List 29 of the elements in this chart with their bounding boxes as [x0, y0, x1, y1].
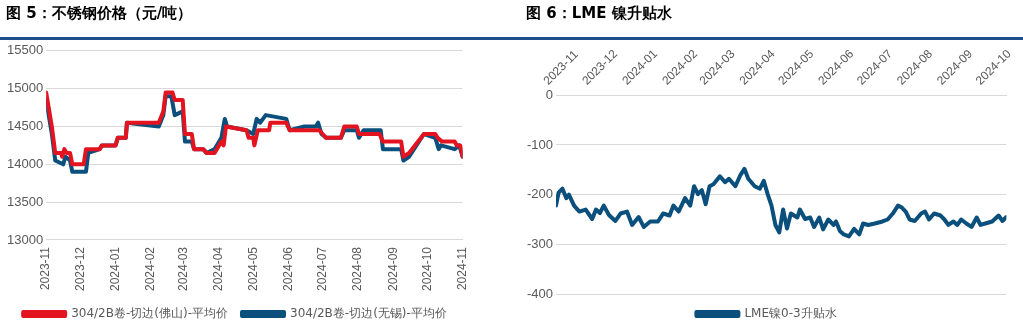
x-tick-label: 2024-02	[143, 246, 158, 292]
x-tick-label: 2024-05	[245, 246, 260, 292]
y-tick-label: -400	[526, 285, 554, 301]
chart-title: 图 6：LME 镍升贴水	[525, 3, 673, 24]
y-tick-label: -200	[526, 186, 554, 202]
chart-title: 图 5：不锈钢价格（元/吨）	[5, 3, 194, 24]
y-tick-label: 15000	[6, 80, 44, 96]
y-tick-label: 15500	[6, 42, 44, 58]
x-tick-label: 2024-07	[314, 246, 329, 292]
x-tick-label: 2023-12	[72, 246, 87, 292]
x-tick-label: 2024-01	[107, 246, 122, 292]
y-tick-label: 14000	[6, 155, 44, 171]
y-tick-label: 13500	[6, 193, 44, 209]
x-tick-label: 2024-09	[385, 246, 400, 292]
x-tick-label: 2024-10	[419, 246, 434, 292]
y-tick-label: 0	[545, 86, 554, 102]
x-tick-label: 2024-11	[454, 246, 469, 291]
legend-label: LME镍0-3升贴水	[744, 306, 837, 321]
y-tick-label: -300	[526, 235, 554, 251]
y-tick-label: -100	[526, 136, 554, 152]
x-tick-label: 2023-11	[38, 246, 53, 291]
x-tick-label: 2024-08	[350, 246, 365, 292]
legend-label: 304/2B卷-切边(无锡)-平均价	[290, 306, 447, 321]
y-tick-label: 13000	[6, 231, 44, 247]
y-tick-label: 14500	[6, 118, 44, 134]
x-tick-label: 2024-04	[211, 246, 226, 292]
x-tick-label: 2024-06	[280, 246, 295, 292]
legend-label: 304/2B卷-切边(佛山)-平均价	[71, 306, 229, 321]
x-tick-label: 2024-03	[176, 246, 191, 292]
